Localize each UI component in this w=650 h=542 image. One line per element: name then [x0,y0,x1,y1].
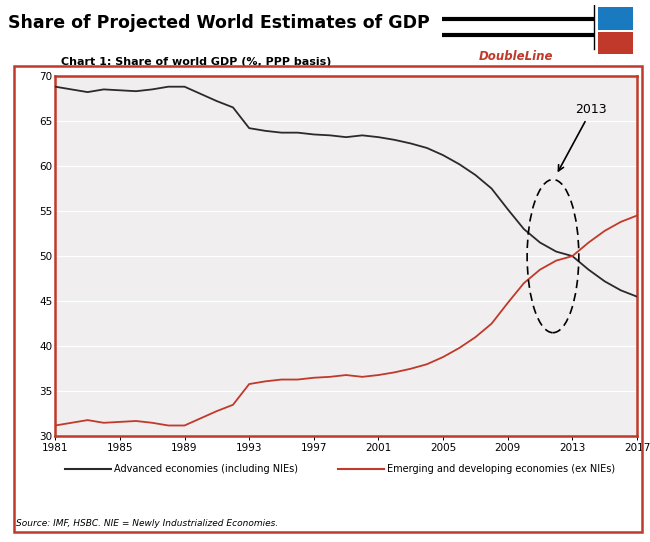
Text: DoubleLine: DoubleLine [479,50,553,63]
Text: Chart 1: Share of world GDP (%, PPP basis): Chart 1: Share of world GDP (%, PPP basi… [61,57,332,67]
Text: Source: IMF, HSBC. NIE = Newly Industrialized Economies.: Source: IMF, HSBC. NIE = Newly Industria… [16,519,278,528]
Bar [598,7,633,30]
Bar [598,31,633,54]
Text: Emerging and developing economies (ex NIEs): Emerging and developing economies (ex NI… [387,464,615,474]
Text: Share of Projected World Estimates of GDP: Share of Projected World Estimates of GD… [8,14,430,31]
Text: Advanced economies (including NIEs): Advanced economies (including NIEs) [114,464,298,474]
Text: 2013: 2013 [558,104,607,171]
